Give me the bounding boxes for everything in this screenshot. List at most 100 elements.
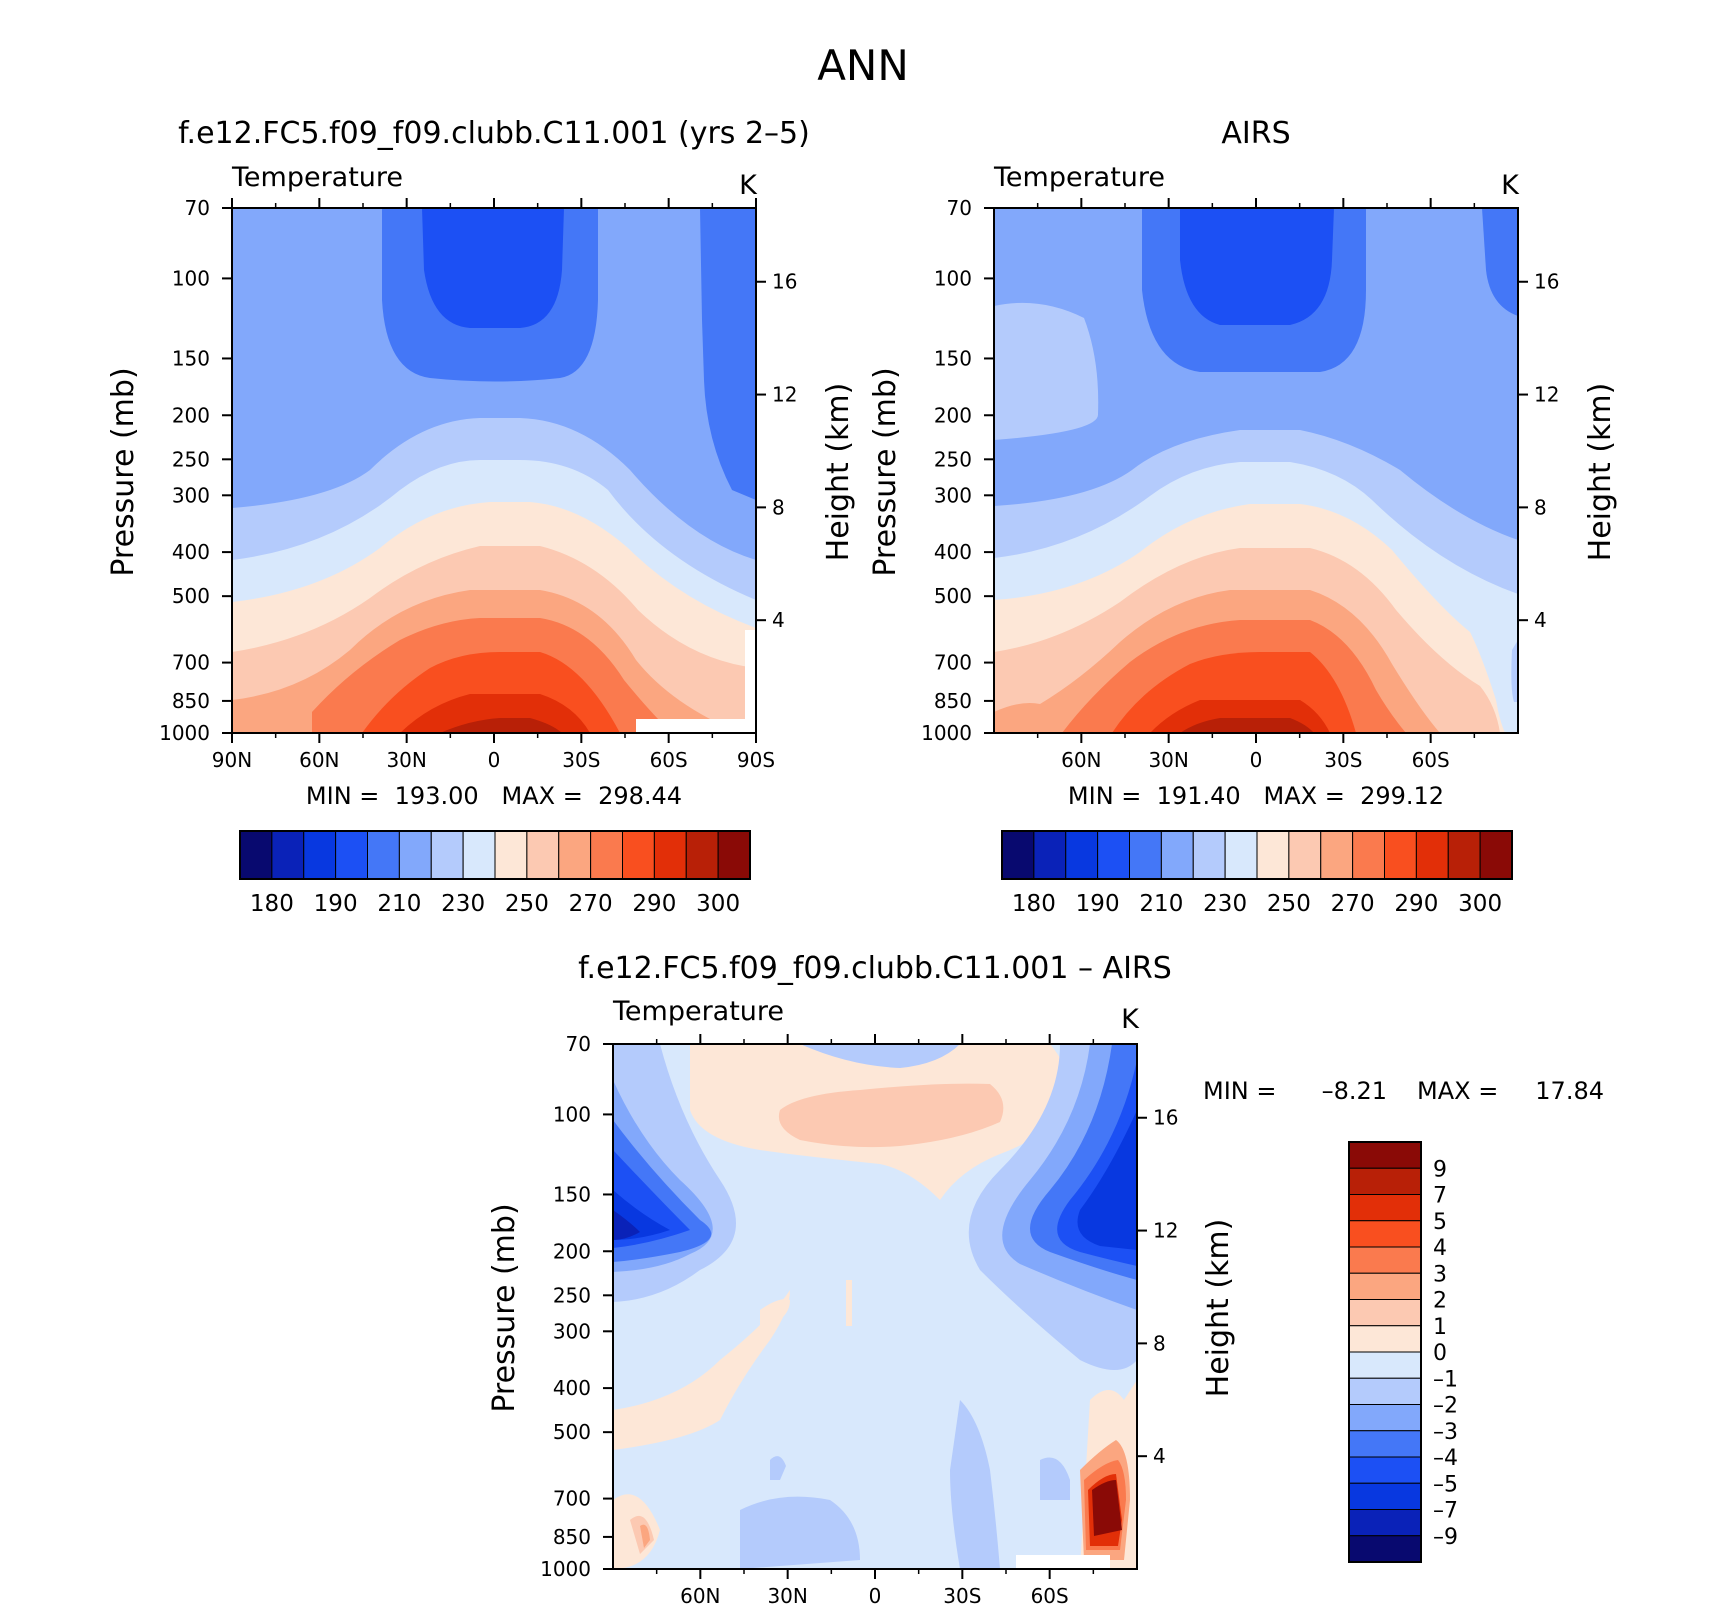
x-tick-label: 30S [1324, 748, 1362, 772]
colorbar-swatch [1479, 830, 1513, 880]
y-tick-label: 200 [172, 403, 210, 427]
colorbar-swatch [1447, 830, 1481, 880]
x-tick-label: 60N [680, 1584, 720, 1606]
contour-band [846, 1280, 852, 1326]
x-tick-label: 60S [1412, 748, 1450, 772]
colorbar-swatch [717, 830, 751, 880]
colorbar-label: –3 [1433, 1420, 1458, 1445]
y-tick-label: 500 [172, 584, 210, 608]
colorbar-swatch [1348, 1220, 1422, 1248]
x-tick-label: 0 [869, 1584, 882, 1606]
stats-min-label: MIN = [1203, 1077, 1276, 1105]
colorbar-swatch [622, 830, 655, 880]
y-tick-label: 700 [553, 1487, 591, 1511]
colorbar-label: 270 [569, 891, 613, 917]
colorbar-label: 180 [250, 891, 294, 917]
colorbar-label: 180 [1012, 891, 1056, 917]
contour-band [950, 1400, 1000, 1569]
colorbar-swatch [1348, 1377, 1422, 1405]
y-axis-label: Pressure (mb) [487, 1203, 522, 1412]
colorbar-label: 1 [1433, 1315, 1447, 1340]
y-tick-label: 300 [553, 1319, 591, 1343]
contour-band [1077, 1110, 1137, 1250]
colorbar-swatch [1001, 830, 1035, 880]
colorbar-swatch [1348, 1456, 1422, 1484]
y-tick-label: 1000 [921, 721, 972, 745]
y-tick-label: 400 [934, 540, 972, 564]
y-tick-label: 150 [553, 1182, 591, 1206]
height-tick-label: 4 [772, 608, 785, 632]
panel-airs: AIRS Temperature K 60N 30N 0 30S 60S 70 100 150… [868, 116, 1618, 917]
contour-band [994, 302, 1099, 440]
colorbar-label: 3 [1433, 1262, 1447, 1287]
variable-label: Temperature [993, 162, 1165, 193]
colorbar-label: –5 [1433, 1472, 1458, 1497]
height-tick-label: 12 [1534, 383, 1559, 407]
colorbar-swatch [1320, 830, 1354, 880]
contour-band [800, 1044, 960, 1068]
right-axis-label: Height (km) [1201, 1219, 1236, 1398]
colorbar-swatch [1224, 830, 1258, 880]
colorbar-swatch [1348, 1246, 1422, 1274]
colorbar-label: –7 [1433, 1499, 1458, 1524]
height-tick-label: 16 [1534, 270, 1559, 294]
colorbar-swatch [1415, 830, 1449, 880]
colorbar-label: –9 [1433, 1525, 1458, 1550]
units-label: K [1501, 170, 1520, 201]
colorbar-label: 4 [1433, 1236, 1447, 1261]
colorbar-label: 230 [1203, 891, 1247, 917]
panel-title: AIRS [1221, 116, 1290, 151]
colorbar-swatch [1352, 830, 1385, 880]
contour-band [440, 718, 562, 733]
contour-band [778, 1083, 1004, 1148]
colorbar-swatch [398, 830, 432, 880]
y-tick-label: 100 [172, 266, 210, 290]
colorbar-frame [239, 830, 751, 880]
colorbar-label: 7 [1433, 1184, 1447, 1209]
y-tick-label: 700 [172, 651, 210, 675]
colorbar-swatch [1033, 830, 1067, 880]
colorbar-swatch [685, 830, 719, 880]
colorbar-swatch [367, 830, 400, 880]
colorbar-label: 5 [1433, 1210, 1447, 1235]
y-tick-label: 850 [172, 689, 210, 713]
height-tick-label: 4 [1153, 1444, 1166, 1468]
height-tick-label: 4 [1534, 608, 1547, 632]
colorbar-swatch [653, 830, 687, 880]
x-tick-label: 30N [1148, 748, 1188, 772]
colorbar-label: 0 [1433, 1341, 1447, 1366]
contour-band [1482, 208, 1518, 316]
height-tick-label: 16 [1153, 1106, 1178, 1130]
figure-title: ANN [817, 41, 909, 90]
y-tick-label: 250 [172, 447, 210, 471]
panel-model: f.e12.FC5.f09_f09.clubb.C11.001 (yrs 2–5… [106, 116, 856, 917]
colorbar-label: 230 [441, 891, 485, 917]
right-axis-label: Height (km) [1583, 383, 1618, 562]
contour-band [770, 1456, 786, 1480]
colorbar-label: 210 [1139, 891, 1183, 917]
colorbar-swatch [1192, 830, 1226, 880]
y-tick-label: 500 [934, 584, 972, 608]
colorbar-label: 300 [1458, 891, 1502, 917]
colorbar-swatch [1348, 1167, 1422, 1195]
colorbar-swatch [1348, 1141, 1422, 1169]
x-tick-label: 0 [1250, 748, 1263, 772]
y-tick-label: 1000 [540, 1557, 591, 1581]
height-tick-label: 12 [1153, 1219, 1178, 1243]
colorbar-label: 300 [696, 891, 740, 917]
colorbar-label: 250 [1267, 891, 1311, 917]
colorbar-label: 270 [1331, 891, 1375, 917]
y-tick-label: 70 [185, 196, 210, 220]
colorbar-swatch [239, 830, 273, 880]
x-tick-label: 30S [562, 748, 600, 772]
y-tick-label: 70 [566, 1032, 591, 1056]
contour-field [232, 208, 756, 733]
colorbar-frame [1348, 1141, 1422, 1563]
axis-ticks: 60N 30N 0 30S 60S 70 100 150 200 250 300 400 500 700 8… [921, 196, 1559, 772]
colorbar-swatch [1065, 830, 1099, 880]
contour-band [760, 1299, 790, 1330]
x-tick-label: 30N [767, 1584, 807, 1606]
y-axis-label: Pressure (mb) [868, 367, 903, 576]
colorbar-swatch [1097, 830, 1130, 880]
